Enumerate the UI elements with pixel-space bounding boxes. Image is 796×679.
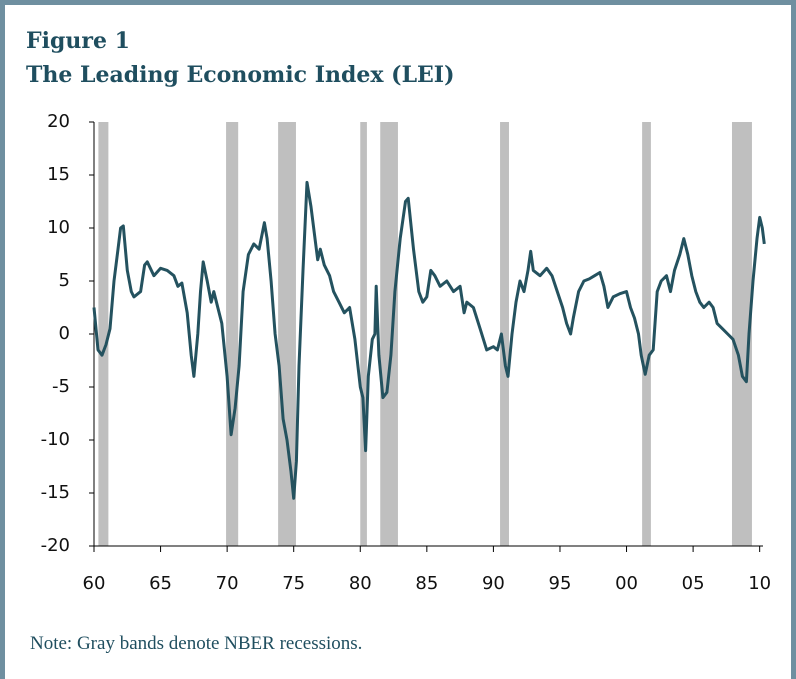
y-tick-label: -5 [52,376,70,397]
x-tick-label: 60 [83,573,106,594]
x-tick-label: 90 [482,573,505,594]
y-tick-label: 0 [59,323,70,344]
chart-title: Figure 1 [26,28,130,54]
x-tick-label: 65 [149,573,172,594]
x-tick-label: 05 [682,573,705,594]
line-series [92,180,766,500]
recession-band [642,122,651,546]
y-tick-label: 10 [47,217,70,238]
recession-band [500,122,509,546]
x-tick-label: 70 [216,573,239,594]
x-tick-label: 95 [549,573,572,594]
y-tick-label: 15 [47,164,70,185]
note: Note: Gray bands denote NBER recessions. [30,633,362,654]
recession-band [380,122,398,546]
recession-band [731,122,752,546]
x-tick-label: 00 [615,573,638,594]
recession-band [226,122,239,546]
x-tick-label: 10 [748,573,771,594]
recession-band [278,122,296,546]
y-tick-label: -15 [41,482,70,503]
y-tick-label: 5 [59,270,70,291]
recession-band [360,122,367,546]
chart-subtitle: The Leading Economic Index (LEI) [26,62,455,88]
y-tick-label: -20 [41,535,70,556]
x-tick-label: 80 [349,573,372,594]
x-tick-label: 75 [282,573,305,594]
recession-band [98,122,109,546]
x-tick-label: 85 [415,573,438,594]
y-tick-label: 20 [47,111,70,132]
y-tick-label: -10 [41,429,70,450]
